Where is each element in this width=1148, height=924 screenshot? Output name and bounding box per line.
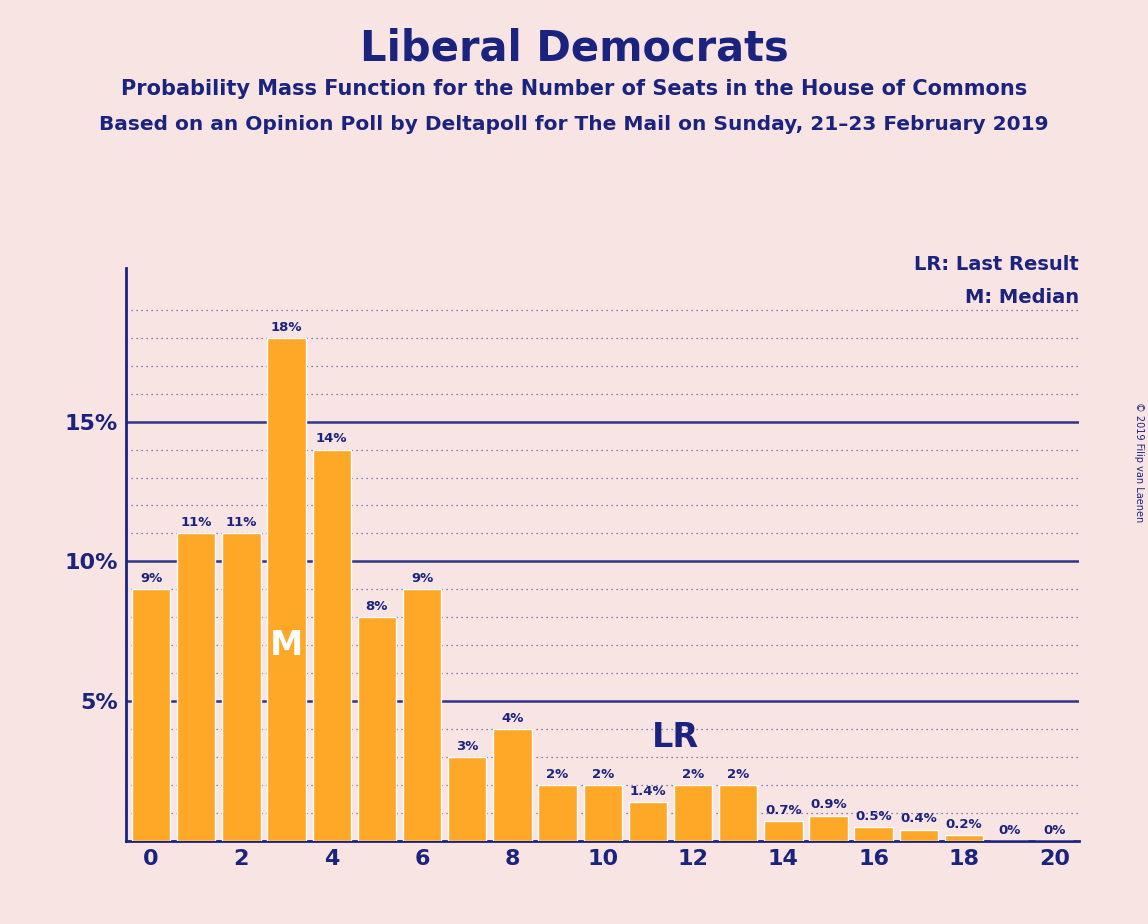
Bar [629,802,667,841]
Text: 0.4%: 0.4% [900,812,937,825]
Bar [403,590,441,841]
Bar [809,816,847,841]
Text: LR: LR [652,721,699,754]
Bar [854,827,893,841]
Text: 8%: 8% [366,600,388,614]
Text: 2%: 2% [546,768,568,781]
Bar [223,533,261,841]
Bar [312,450,351,841]
Text: 11%: 11% [180,517,212,529]
Text: 0.7%: 0.7% [765,804,801,817]
Text: Liberal Democrats: Liberal Democrats [359,28,789,69]
Text: 9%: 9% [411,572,433,585]
Bar [945,835,983,841]
Bar [765,821,802,841]
Text: 0.9%: 0.9% [810,798,847,811]
Text: 0.2%: 0.2% [946,818,983,831]
Text: Probability Mass Function for the Number of Seats in the House of Commons: Probability Mass Function for the Number… [121,79,1027,99]
Bar [719,785,758,841]
Text: 11%: 11% [226,517,257,529]
Text: 2%: 2% [682,768,704,781]
Text: 2%: 2% [727,768,750,781]
Text: 0%: 0% [998,823,1021,836]
Text: 9%: 9% [140,572,162,585]
Bar [358,617,396,841]
Text: M: Median: M: Median [965,288,1079,307]
Text: M: M [270,628,303,662]
Bar [448,757,487,841]
Bar [674,785,712,841]
Text: 3%: 3% [456,740,479,753]
Text: 2%: 2% [591,768,614,781]
Text: 18%: 18% [271,321,302,334]
Text: 14%: 14% [316,432,348,445]
Text: © 2019 Filip van Laenen: © 2019 Filip van Laenen [1134,402,1143,522]
Text: LR: Last Result: LR: Last Result [914,254,1079,274]
Text: 0%: 0% [1044,823,1065,836]
Bar [177,533,216,841]
Text: 1.4%: 1.4% [629,784,666,797]
Bar [538,785,576,841]
Bar [494,729,532,841]
Bar [132,590,170,841]
Bar [267,338,305,841]
Bar [583,785,622,841]
Text: Based on an Opinion Poll by Deltapoll for The Mail on Sunday, 21–23 February 201: Based on an Opinion Poll by Deltapoll fo… [99,116,1049,135]
Bar [900,830,938,841]
Text: 0.5%: 0.5% [855,809,892,822]
Text: 4%: 4% [502,711,523,724]
